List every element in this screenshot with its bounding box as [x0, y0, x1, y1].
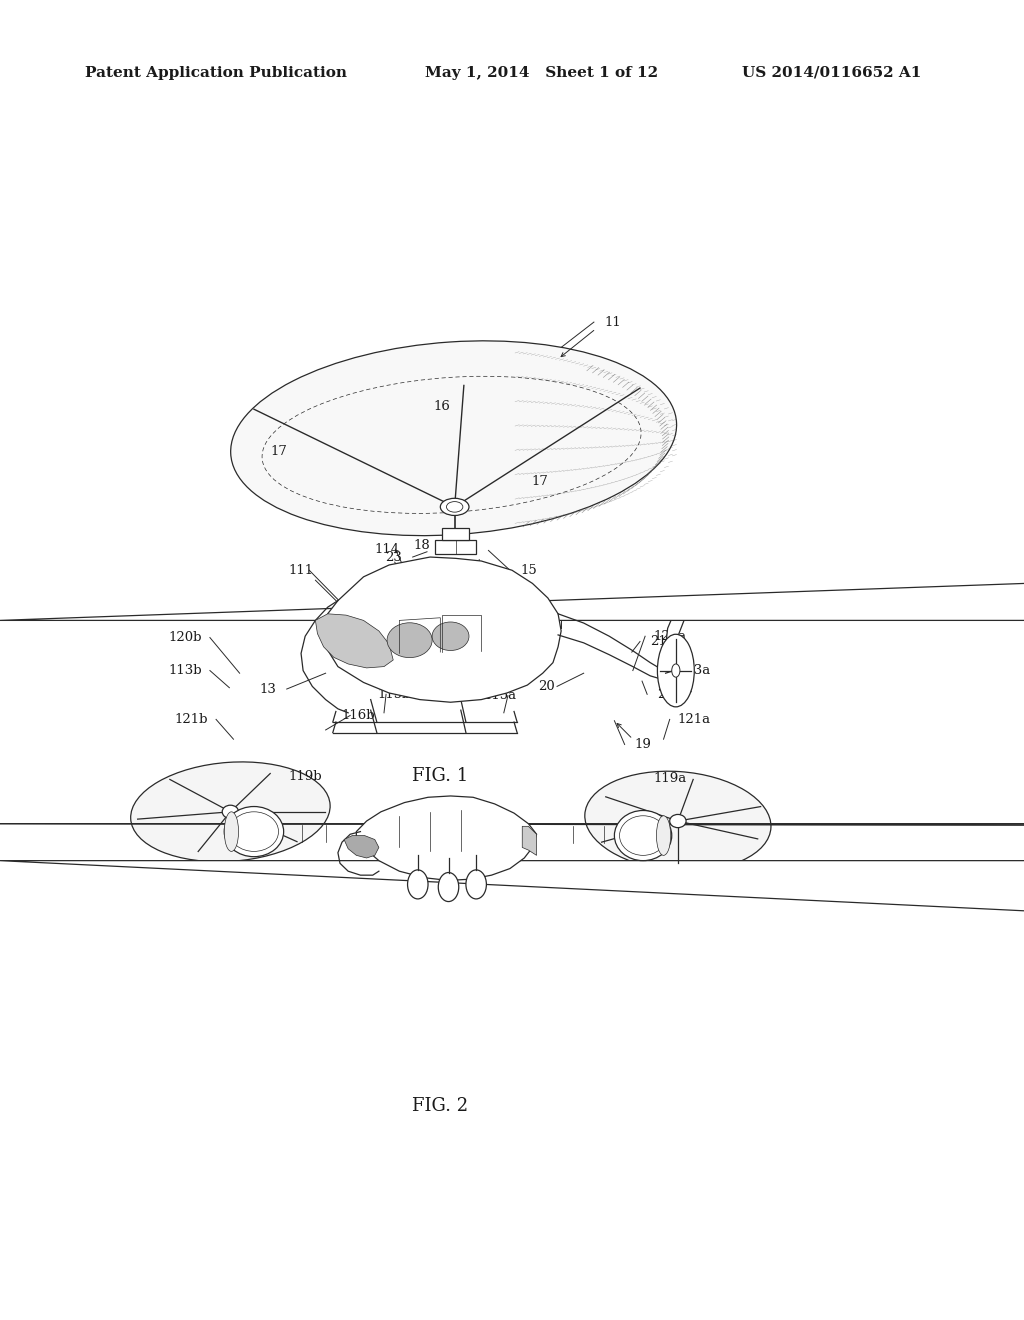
Text: FIG. 2: FIG. 2 [413, 1097, 468, 1115]
Text: 18: 18 [414, 539, 430, 552]
Text: 20: 20 [539, 680, 555, 693]
Polygon shape [356, 796, 537, 880]
Polygon shape [660, 673, 691, 694]
Ellipse shape [656, 816, 671, 855]
Text: 113b: 113b [168, 664, 202, 677]
Ellipse shape [466, 870, 486, 899]
Text: 111: 111 [289, 564, 313, 577]
Polygon shape [0, 861, 1024, 1014]
Ellipse shape [670, 814, 686, 828]
Text: 21: 21 [650, 635, 667, 648]
Ellipse shape [446, 502, 463, 512]
Text: 114: 114 [375, 543, 399, 556]
Text: 15: 15 [520, 564, 537, 577]
Polygon shape [660, 610, 684, 680]
Ellipse shape [224, 807, 284, 857]
Text: 11: 11 [604, 315, 621, 329]
Polygon shape [315, 614, 393, 668]
Text: 22: 22 [657, 688, 674, 701]
Polygon shape [0, 824, 1024, 851]
Polygon shape [0, 475, 1024, 620]
Polygon shape [0, 824, 1024, 846]
Ellipse shape [131, 762, 330, 862]
Text: 120a: 120a [653, 630, 686, 643]
Ellipse shape [222, 805, 239, 818]
Ellipse shape [438, 873, 459, 902]
Polygon shape [344, 836, 379, 858]
Text: FIG. 1: FIG. 1 [413, 767, 468, 785]
Text: 119a: 119a [653, 772, 686, 785]
Polygon shape [522, 826, 537, 855]
Text: Patent Application Publication: Patent Application Publication [85, 66, 347, 79]
Text: 115b: 115b [378, 688, 411, 701]
Text: 116b: 116b [342, 709, 375, 722]
Ellipse shape [230, 341, 677, 536]
Ellipse shape [440, 498, 469, 516]
Text: 23: 23 [386, 550, 402, 564]
Text: 19: 19 [635, 738, 651, 751]
Polygon shape [442, 528, 469, 540]
Ellipse shape [387, 623, 432, 657]
Ellipse shape [672, 664, 680, 677]
Ellipse shape [432, 622, 469, 651]
Ellipse shape [408, 870, 428, 899]
Text: 121a: 121a [678, 713, 711, 726]
Text: 113a: 113a [678, 664, 711, 677]
Text: 116a: 116a [537, 603, 569, 616]
Ellipse shape [585, 771, 771, 871]
Text: US 2014/0116652 A1: US 2014/0116652 A1 [742, 66, 922, 79]
Text: 17: 17 [270, 445, 287, 458]
Text: 17: 17 [531, 475, 548, 488]
Polygon shape [323, 557, 561, 702]
Text: 16: 16 [434, 400, 451, 413]
Text: 13: 13 [260, 682, 276, 696]
Ellipse shape [614, 810, 672, 861]
Text: 115a: 115a [483, 689, 516, 702]
Ellipse shape [657, 635, 694, 708]
Polygon shape [435, 540, 476, 554]
Text: 25: 25 [496, 586, 512, 599]
Text: May 1, 2014   Sheet 1 of 12: May 1, 2014 Sheet 1 of 12 [425, 66, 658, 79]
Text: 119b: 119b [289, 770, 322, 783]
Text: 121b: 121b [174, 713, 208, 726]
Ellipse shape [224, 812, 239, 851]
Text: 120b: 120b [168, 631, 202, 644]
